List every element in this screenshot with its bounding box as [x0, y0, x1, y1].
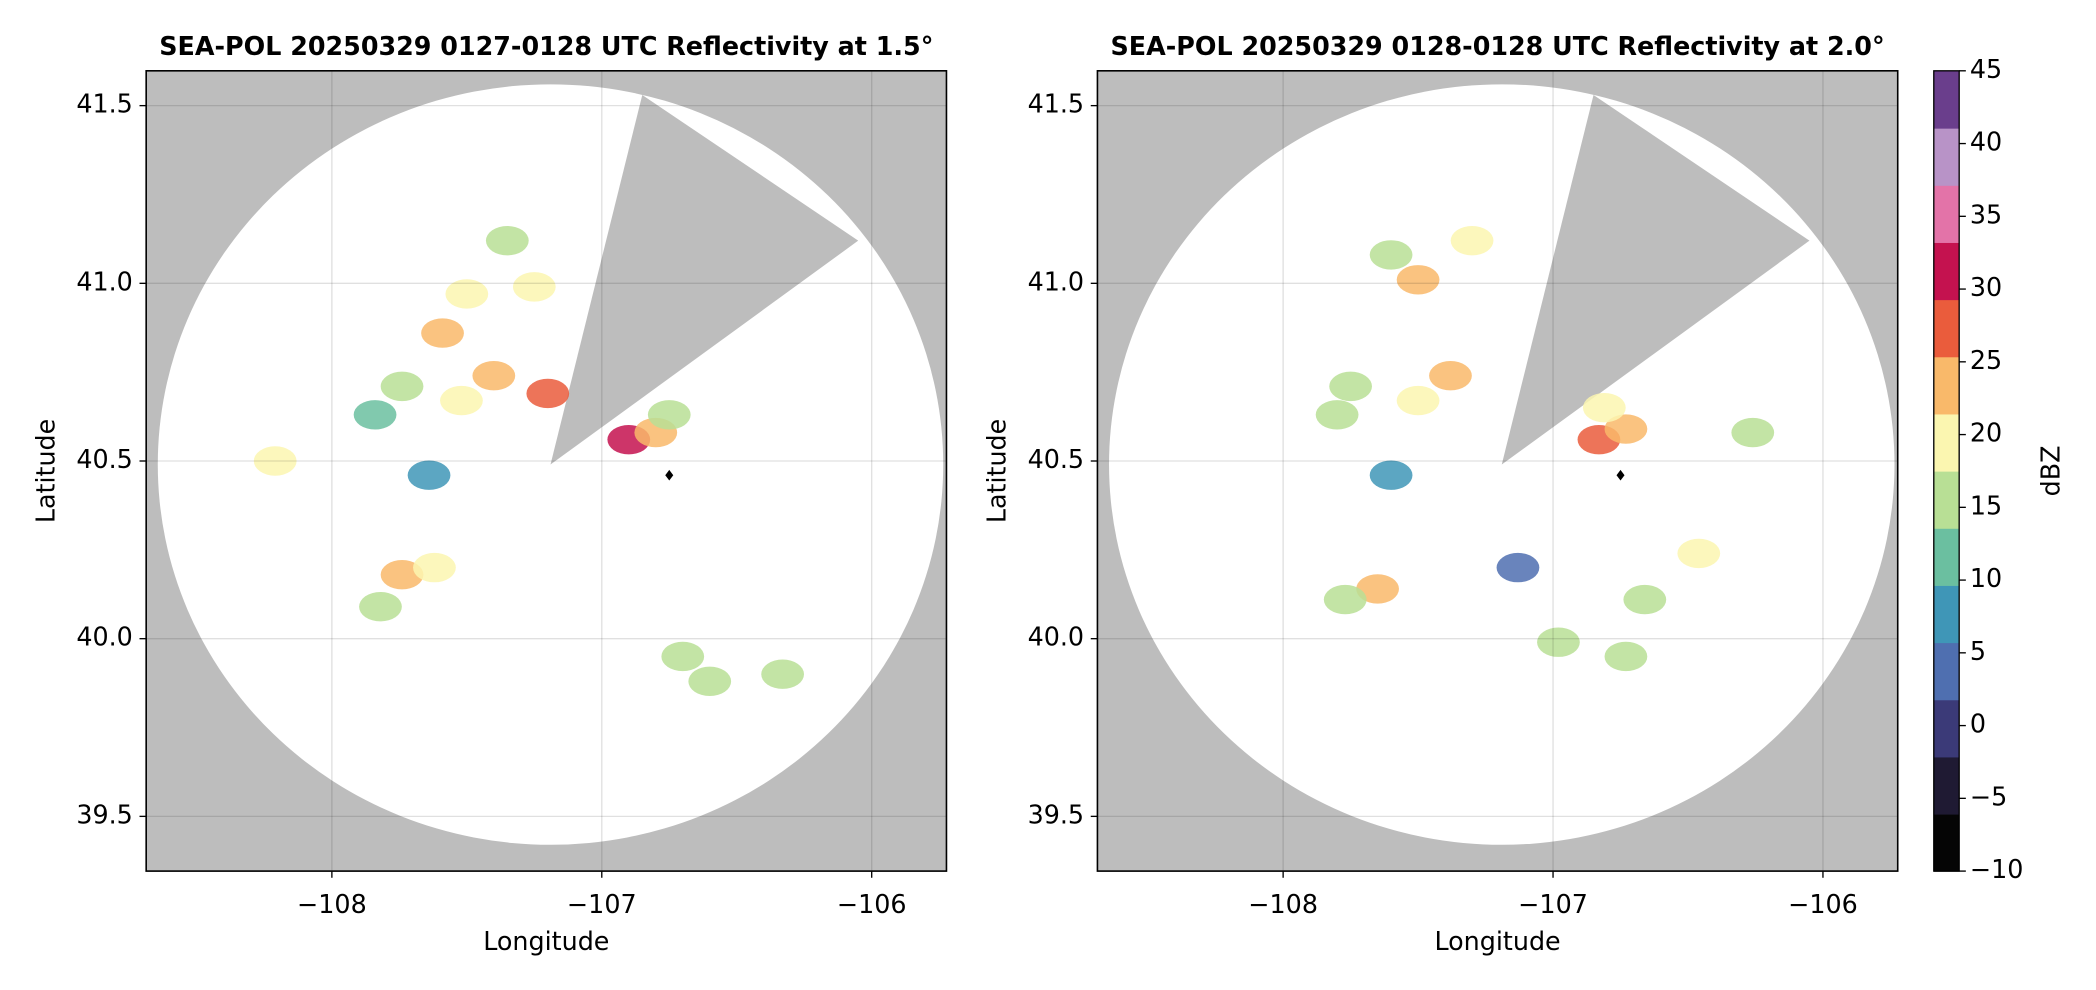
y-axis-label: Latitude — [30, 419, 60, 523]
x-tick-label: −106 — [1788, 889, 1858, 919]
y-tick-label: 40.5 — [1028, 444, 1084, 474]
colorbar-swatch — [1933, 356, 1960, 415]
echo — [1369, 460, 1413, 490]
echo — [359, 592, 402, 622]
chart-title: SEA-POL 20250329 0128-0128 UTC Reflectiv… — [1111, 31, 1885, 61]
echo — [1429, 361, 1472, 391]
plot-frame — [1096, 70, 1899, 872]
colorbar-tick-label: −10 — [1970, 854, 2024, 884]
colorbar-swatch — [1933, 528, 1960, 586]
echo — [1315, 400, 1359, 430]
echo — [1604, 641, 1648, 672]
echo — [353, 400, 397, 430]
colorbar-tick-label: −5 — [1970, 781, 2007, 811]
colorbar-swatch — [1933, 756, 1960, 815]
colorbar-swatch — [1933, 413, 1960, 472]
y-axis-label: Latitude — [982, 419, 1012, 523]
echo — [445, 279, 489, 309]
echo — [380, 371, 424, 402]
y-tick-label: 41.5 — [76, 89, 132, 119]
echo — [1356, 574, 1399, 604]
blocked-sector — [550, 94, 859, 465]
echo — [1396, 385, 1440, 416]
colorbar-tick-label: 30 — [1970, 272, 2002, 302]
colorbar-frame — [1933, 70, 1960, 872]
y-tick-label: 41.0 — [1028, 266, 1084, 296]
echo — [1323, 584, 1367, 615]
colorbar-swatch — [1933, 70, 1960, 129]
echo — [407, 460, 451, 490]
colorbar-swatch — [1933, 470, 1960, 529]
echo — [413, 552, 456, 583]
colorbar-swatch — [1933, 699, 1960, 758]
echo — [485, 225, 529, 256]
colorbar-tick-label: 35 — [1970, 199, 2002, 229]
x-axis-label: Longitude — [483, 926, 609, 956]
y-tick-label: 39.5 — [1028, 799, 1084, 829]
echo — [472, 361, 516, 391]
x-tick-label: −107 — [567, 889, 637, 919]
echo — [1582, 393, 1626, 423]
echo — [661, 641, 705, 672]
y-tick-label: 40.0 — [76, 622, 132, 652]
plot-area — [1109, 84, 1895, 845]
colorbar-tick-label: 40 — [1970, 127, 2002, 157]
echo — [1396, 265, 1440, 295]
colorbar-tick-label: 45 — [1970, 54, 2002, 84]
colorbar-swatch — [1933, 299, 1960, 358]
radar-marker — [665, 469, 674, 481]
plot-frame — [145, 70, 948, 872]
echo — [1623, 584, 1667, 615]
echo — [647, 400, 691, 430]
colorbar-swatch — [1933, 127, 1960, 186]
y-tick-label: 39.5 — [76, 799, 132, 829]
echo — [512, 272, 556, 302]
echo — [1731, 417, 1775, 448]
colorbar-swatch — [1933, 642, 1960, 701]
echo — [1369, 240, 1413, 270]
plot-area — [157, 84, 944, 845]
colorbar-swatch — [1933, 813, 1960, 872]
x-tick-label: −106 — [837, 889, 907, 919]
echo — [688, 666, 732, 697]
colorbar-tick-label: 5 — [1970, 636, 1986, 666]
x-tick-label: −108 — [297, 889, 367, 919]
y-tick-label: 41.0 — [76, 266, 132, 296]
echo — [1537, 627, 1580, 657]
colorbar-tick-label: 15 — [1970, 490, 2002, 520]
echo — [526, 378, 570, 409]
echo — [253, 446, 297, 476]
echo — [1496, 552, 1540, 583]
echo — [1450, 225, 1494, 256]
x-tick-label: −107 — [1518, 889, 1588, 919]
echo — [1329, 371, 1372, 402]
x-axis-label: Longitude — [1434, 926, 1560, 956]
echo — [440, 385, 483, 416]
x-tick-label: −108 — [1248, 889, 1318, 919]
y-tick-label: 40.0 — [1028, 622, 1084, 652]
y-tick-label: 41.5 — [1028, 89, 1084, 119]
colorbar-tick-label: 20 — [1970, 418, 2002, 448]
colorbar-tick-label: 25 — [1970, 345, 2002, 375]
echo — [1677, 538, 1721, 569]
colorbar-swatch — [1933, 185, 1960, 243]
colorbar-tick-label: 10 — [1970, 563, 2002, 593]
colorbar-swatch — [1933, 242, 1960, 301]
echo — [380, 560, 424, 590]
colorbar-label: dBZ — [2036, 445, 2066, 496]
echo — [421, 318, 464, 348]
colorbar-swatch — [1933, 585, 1960, 644]
echo — [761, 659, 805, 689]
chart-title: SEA-POL 20250329 0127-0128 UTC Reflectiv… — [159, 31, 933, 61]
radar-marker — [1616, 469, 1625, 481]
y-tick-label: 40.5 — [76, 444, 132, 474]
echo — [1604, 414, 1648, 444]
colorbar-tick-label: 0 — [1970, 709, 1986, 739]
blocked-sector — [1501, 94, 1810, 465]
